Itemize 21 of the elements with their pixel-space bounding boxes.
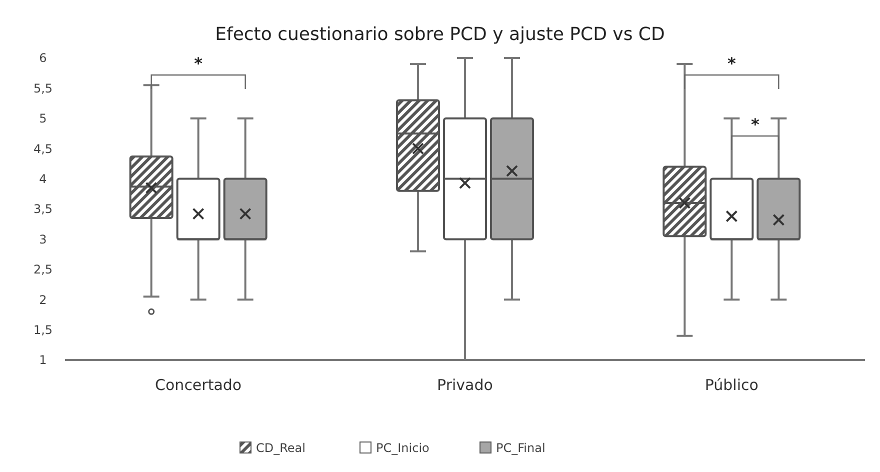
legend-label: CD_Real (256, 441, 306, 455)
y-tick-label: 5,5 (33, 81, 53, 96)
annotation: * (727, 54, 736, 73)
y-tick-label: 2 (39, 292, 47, 307)
legend-label: PC_Final (496, 441, 546, 455)
x-tick-label: Privado (437, 376, 493, 394)
y-tick-label: 3 (39, 232, 47, 246)
x-tick-label: Público (704, 376, 758, 394)
x-tick-label: Concertado (155, 376, 242, 394)
y-tick-label: 2,5 (33, 262, 53, 277)
y-tick-label: 5 (39, 112, 47, 126)
y-tick-label: 4 (39, 172, 47, 186)
y-tick-label: 4,5 (33, 142, 53, 156)
legend-label: PC_Inicio (376, 441, 430, 455)
annotation: * (750, 115, 760, 134)
chart-title: Efecto cuestionario sobre PCD y ajuste PCD vs CD (215, 24, 665, 45)
y-tick-label: 6 (39, 51, 47, 66)
y-tick-label: 1,5 (33, 323, 53, 337)
annotation: * (194, 54, 204, 73)
y-tick-label: 1 (39, 353, 47, 368)
y-tick-label: 3,5 (33, 202, 53, 216)
